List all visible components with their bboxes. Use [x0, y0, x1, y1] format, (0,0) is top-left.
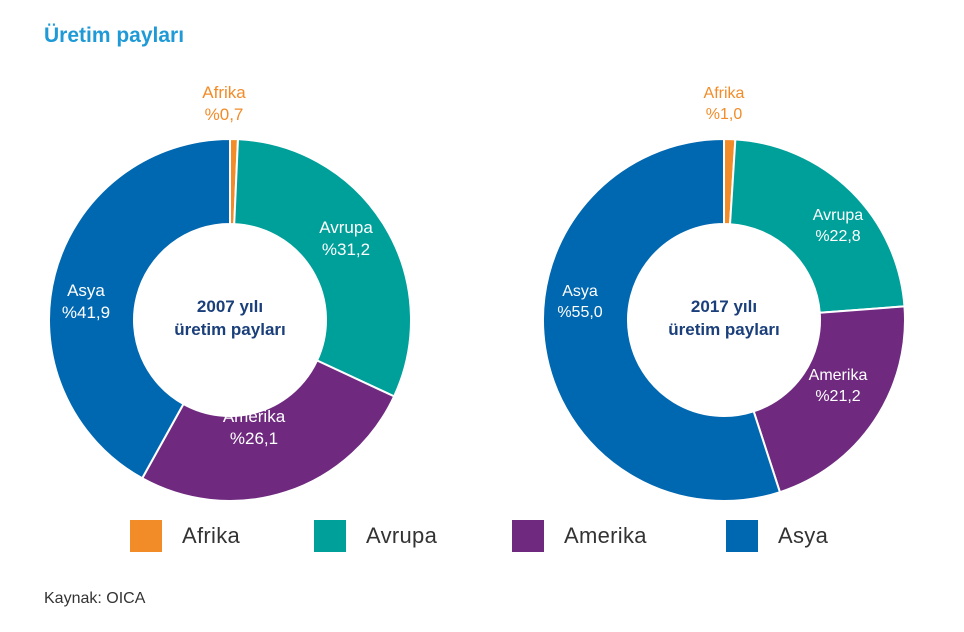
legend-label: Afrika: [182, 523, 241, 548]
slice-asya: [542, 137, 782, 502]
legend-item-amerika: Amerika: [512, 520, 647, 552]
legend-swatch-avrupa: [314, 520, 346, 552]
slice-label-asya: Asya %41,9: [62, 281, 110, 322]
legend-swatch-asya: [726, 520, 758, 552]
legend-item-afrika: Afrika: [130, 520, 240, 552]
slice-amerika: [752, 305, 906, 494]
legend-label: Amerika: [564, 523, 647, 548]
slice-label-avrupa: Avrupa %31,2: [319, 218, 373, 259]
legend-swatch-amerika: [512, 520, 544, 552]
legend-label: Asya: [778, 523, 829, 548]
chart-title: Üretim payları: [44, 24, 185, 47]
slice-label-afrika: Afrika %0,7: [202, 83, 246, 124]
slice-avrupa: [233, 138, 412, 398]
slice-amerika: [140, 359, 396, 502]
slice-asya: [48, 137, 231, 480]
legend: Afrika Avrupa Amerika Asya: [0, 520, 964, 554]
slice-label-asya: Asya %55,0: [557, 283, 602, 321]
slice-label-afrika: Afrika %1,0: [704, 85, 745, 123]
slice-label-amerika: Amerika %21,2: [809, 367, 868, 405]
slice-label-avrupa: Avrupa %22,8: [813, 207, 864, 245]
slice-avrupa: [728, 138, 906, 314]
center-label: 2017 yılı üretim payları: [668, 297, 780, 339]
center-label: 2007 yılı üretim payları: [174, 297, 286, 339]
slice-label-amerika: Amerika %26,1: [223, 407, 286, 448]
legend-item-avrupa: Avrupa: [314, 520, 437, 552]
legend-label: Avrupa: [366, 523, 438, 548]
legend-swatch-afrika: [130, 520, 162, 552]
legend-item-asya: Asya: [726, 520, 828, 552]
source-note: Kaynak: OICA: [44, 590, 146, 607]
